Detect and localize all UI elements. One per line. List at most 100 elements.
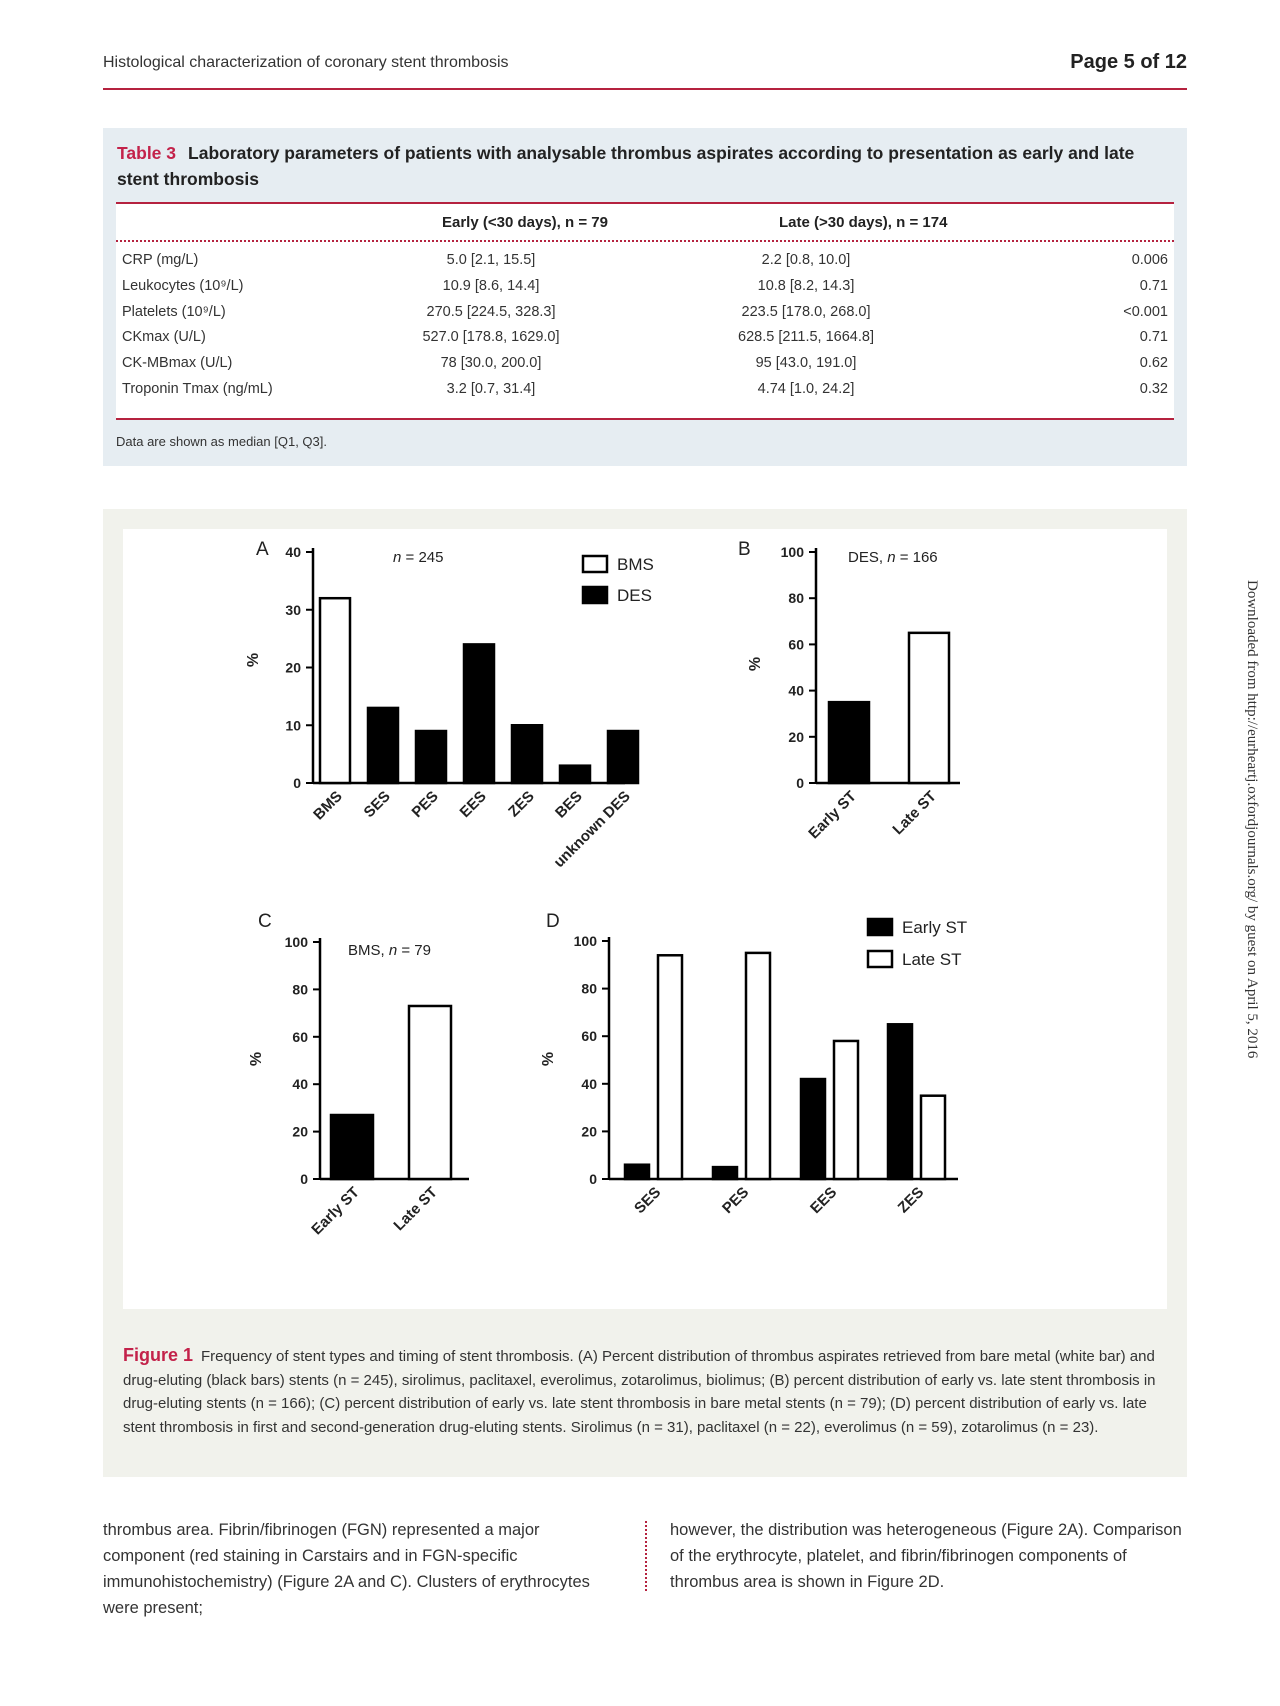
col-header-late: Late (>30 days), n = 174 <box>779 214 948 231</box>
figure-caption-text: Frequency of stent types and timing of s… <box>123 1348 1156 1436</box>
y-axis-label: % <box>747 657 764 671</box>
table-bottom-rule <box>116 418 1174 420</box>
bar <box>462 643 496 785</box>
row-p-value: 0.32 <box>1139 381 1168 397</box>
chart-panel-b: B 0 20 40 60 80 100% DES, n = 166 Early ST Late S… <box>738 539 960 842</box>
bar-early-st <box>711 1165 739 1181</box>
chart-panel-d: D 0 20 40 60 80 100% SES PES EES ZES <box>540 911 958 1217</box>
legend-label-des: DES <box>617 586 652 605</box>
y-tick-label: 40 <box>581 1076 597 1092</box>
legend-panel-d: Early ST Late ST <box>866 917 967 969</box>
row-late: 4.74 [1.0, 24.2] <box>757 381 855 397</box>
y-tick-label: 0 <box>293 775 301 791</box>
row-early: 270.5 [224.5, 328.3] <box>426 303 556 320</box>
x-tick-label: ZES <box>895 1184 928 1217</box>
y-tick-label: 0 <box>589 1171 597 1187</box>
body-text-left: thrombus area. Fibrin/fibrinogen (FGN) r… <box>103 1521 590 1617</box>
bar <box>366 706 400 785</box>
y-tick-label: 60 <box>581 1028 597 1044</box>
y-tick-label: 30 <box>285 602 301 618</box>
column-separator <box>645 1521 647 1591</box>
table-3: Table 3 Laboratory parameters of patients… <box>103 128 1187 466</box>
row-p-value: 0.62 <box>1139 355 1168 372</box>
row-early: 3.2 [0.7, 31.4] <box>446 381 536 397</box>
y-tick-label: 100 <box>285 934 309 950</box>
row-early: 527.0 [178.8, 1629.0] <box>422 329 560 346</box>
panel-letter: D <box>546 911 560 932</box>
y-tick-label: 60 <box>788 636 804 652</box>
figure-panels: A 0 10 20 30 40% n = 245 BMS SES PES EES ZES BES unkn… <box>123 529 1167 1309</box>
table-title: Laboratory parameters of patients with a… <box>117 143 1135 189</box>
running-head: Histological characterization of coronar… <box>103 54 509 71</box>
bar-early-st <box>623 1163 651 1181</box>
y-axis-label: % <box>540 1052 557 1066</box>
bar <box>827 700 871 785</box>
row-param: CKmax (U/L) <box>122 329 206 346</box>
y-tick-label: 80 <box>292 981 308 997</box>
x-tick-label: Early ST <box>308 1184 362 1238</box>
row-early: 10.9 [8.6, 14.4] <box>442 277 540 294</box>
y-tick-label: 20 <box>788 729 804 745</box>
x-tick-label: EES <box>457 788 490 821</box>
x-tick-label: Late ST <box>889 788 939 838</box>
page-number: Page 5 of 12 <box>1070 51 1187 73</box>
download-note: Downloaded from http://eurheartj.oxfordj… <box>1240 580 1262 1140</box>
y-tick-label: 0 <box>796 775 804 791</box>
bar-early-st <box>799 1077 827 1181</box>
bar <box>558 764 592 785</box>
row-p-value: 0.71 <box>1139 277 1168 294</box>
col-header-early: Early (<30 days), n = 79 <box>442 214 608 231</box>
panel-annotation: BMS, n = 79 <box>348 942 431 959</box>
bar <box>606 729 640 785</box>
x-tick-label: BMS <box>310 788 346 824</box>
y-tick-label: 80 <box>788 590 804 606</box>
row-late: 628.5 [211.5, 1664.8] <box>738 329 874 346</box>
bar-late-st <box>744 951 772 1181</box>
x-tick-label: BES <box>552 788 586 822</box>
row-late: 95 [43.0, 191.0] <box>755 355 857 372</box>
figure-1: A 0 10 20 30 40% n = 245 BMS SES PES EES ZES BES unkn… <box>103 509 1187 1477</box>
row-param: Platelets (10⁹/L) <box>122 303 226 320</box>
y-tick-label: 20 <box>292 1124 308 1140</box>
x-tick-label: SES <box>361 788 394 821</box>
y-tick-label: 20 <box>285 660 301 676</box>
row-param: CRP (mg/L) <box>122 252 199 268</box>
bar <box>407 1004 453 1181</box>
bar <box>510 724 544 785</box>
legend-label-bms: BMS <box>617 555 654 574</box>
y-tick-label: 60 <box>292 1029 308 1045</box>
table-header-rule <box>116 240 1174 242</box>
table-label: Table 3 <box>117 143 177 163</box>
legend-swatch-bms <box>581 554 609 574</box>
y-tick-label: 100 <box>574 933 598 949</box>
legend-swatch-early-st <box>866 917 894 937</box>
bar <box>907 631 951 785</box>
bar-late-st <box>656 954 684 1181</box>
x-tick-label: Late ST <box>390 1184 440 1234</box>
legend-panel-a: BMS DES <box>581 554 654 605</box>
x-tick-label: Early ST <box>805 788 859 842</box>
body-text-right: however, the distribution was heterogene… <box>670 1521 1182 1591</box>
bar <box>414 729 448 785</box>
row-p-value: 0.006 <box>1131 252 1168 268</box>
panel-letter: A <box>256 539 269 560</box>
panel-letter: B <box>738 539 751 560</box>
bar <box>318 596 352 785</box>
row-late: 10.8 [8.2, 14.3] <box>757 277 855 294</box>
row-param: CK-MBmax (U/L) <box>122 355 233 372</box>
legend-swatch-des <box>581 585 609 605</box>
y-tick-label: 100 <box>781 544 805 560</box>
x-tick-label: ZES <box>505 788 538 821</box>
y-tick-label: 40 <box>285 544 301 560</box>
bar-late-st <box>919 1094 947 1181</box>
panel-annotation: n = 245 <box>393 549 443 566</box>
legend-swatch-late-st <box>866 949 894 969</box>
chart-panel-c: C 0 20 40 60 80 100% BMS, n = 79 Early ST Late ST <box>248 911 469 1238</box>
row-p-value: <0.001 <box>1123 303 1168 320</box>
y-tick-label: 20 <box>581 1123 597 1139</box>
y-axis-label: % <box>248 1052 265 1066</box>
download-note-text: Downloaded from http://eurheartj.oxfordj… <box>1244 580 1260 1059</box>
y-tick-label: 40 <box>292 1076 308 1092</box>
